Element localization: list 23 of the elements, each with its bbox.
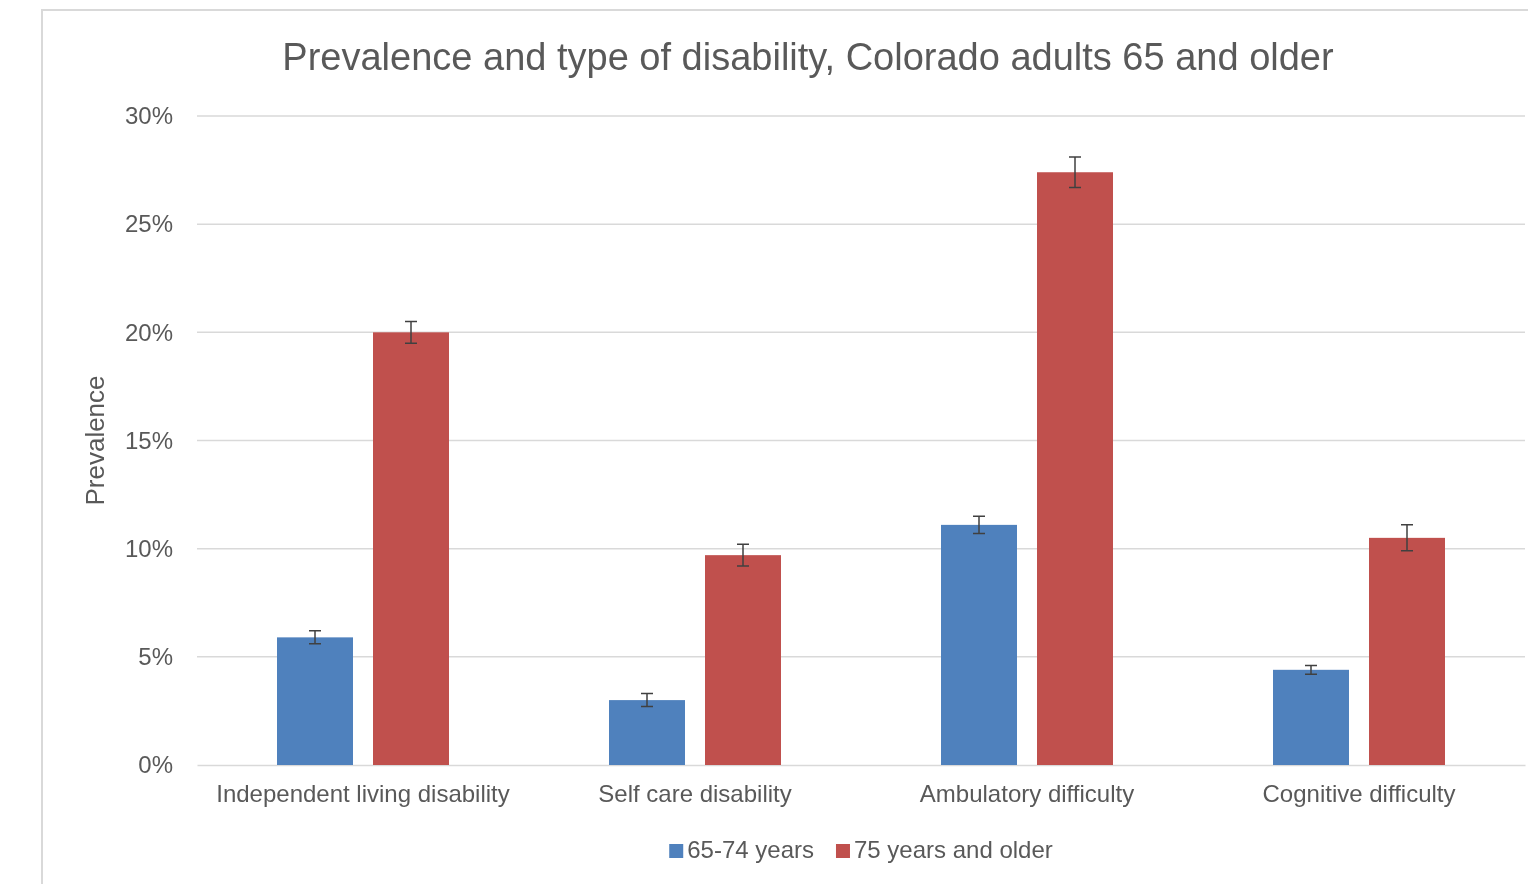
y-tick-label: 20% (124, 318, 173, 346)
y-tick-label: 30% (124, 102, 173, 130)
y-axis-title: Prevalence (80, 375, 110, 506)
legend-label: 65-74 years (687, 836, 814, 863)
x-tick-label: Cognitive difficulty (1262, 780, 1456, 808)
x-tick-label: Independent living disability (216, 780, 510, 808)
y-tick-label: 15% (124, 426, 173, 454)
y-tick-label: 5% (138, 643, 173, 671)
y-tick-label: 0% (138, 751, 173, 779)
legend-label: 75 years and older (853, 836, 1053, 863)
bar (277, 637, 353, 765)
x-tick-label: Ambulatory difficulty (919, 780, 1135, 808)
bar (373, 332, 449, 765)
y-tick-label: 25% (124, 210, 173, 238)
y-tick-label: 10% (124, 534, 173, 562)
bar (941, 524, 1017, 765)
bar (609, 700, 685, 765)
x-tick-label: Self care disability (598, 780, 792, 808)
chart-title: Prevalence and type of disability, Colorado adults 65 and older (282, 36, 1334, 78)
bar (1273, 669, 1349, 765)
bar (1037, 172, 1113, 765)
bar (705, 555, 781, 765)
bar (1369, 537, 1445, 765)
